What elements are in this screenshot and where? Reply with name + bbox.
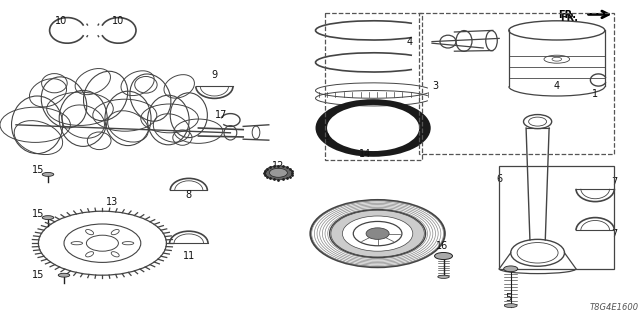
Text: 10: 10 [54, 16, 67, 26]
Text: 14: 14 [358, 148, 371, 159]
Text: 11: 11 [182, 251, 195, 261]
Bar [499, 166, 614, 269]
Ellipse shape [435, 252, 452, 260]
Text: 7: 7 [611, 228, 618, 239]
Text: 15: 15 [32, 270, 45, 280]
Circle shape [366, 228, 389, 239]
Text: 15: 15 [32, 209, 45, 220]
Bar [419, 13, 614, 154]
Circle shape [264, 166, 292, 180]
Text: 7: 7 [611, 177, 618, 188]
Text: 1: 1 [592, 89, 598, 100]
Ellipse shape [504, 304, 517, 308]
Ellipse shape [504, 266, 518, 272]
Text: 17: 17 [214, 110, 227, 120]
Text: 4: 4 [554, 81, 560, 92]
Text: 6: 6 [496, 174, 502, 184]
Bar [325, 13, 422, 160]
Text: 2: 2 [323, 132, 330, 143]
Text: 15: 15 [32, 164, 45, 175]
Text: 4: 4 [406, 36, 413, 47]
Text: FR.: FR. [558, 10, 576, 20]
Text: 12: 12 [272, 161, 285, 172]
Text: 3: 3 [432, 81, 438, 92]
Ellipse shape [42, 172, 54, 176]
Text: 8: 8 [186, 190, 192, 200]
Text: 16: 16 [435, 241, 448, 252]
Text: 5: 5 [506, 292, 512, 303]
Text: 9: 9 [211, 70, 218, 80]
Ellipse shape [438, 275, 449, 278]
Ellipse shape [42, 216, 54, 220]
Text: T8G4E1600: T8G4E1600 [589, 303, 639, 312]
Circle shape [269, 168, 287, 177]
Ellipse shape [58, 273, 70, 277]
Text: 10: 10 [112, 16, 125, 26]
Text: 13: 13 [106, 196, 118, 207]
Text: FR.: FR. [561, 12, 579, 23]
